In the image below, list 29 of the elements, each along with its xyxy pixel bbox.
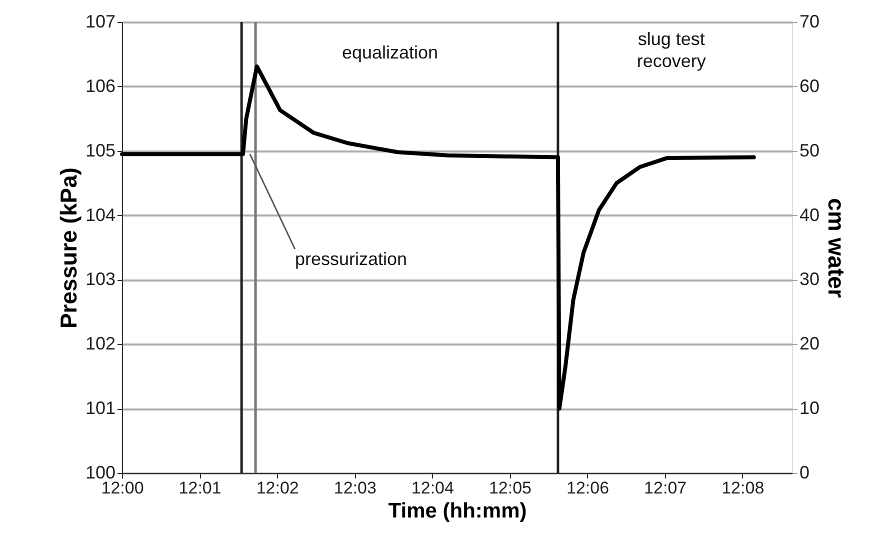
y2-tick-label: 70 (800, 12, 820, 32)
y-tick-label: 101 (85, 398, 116, 418)
x-tick-label: 12:01 (178, 478, 222, 498)
x-tick-label: 12:02 (256, 478, 299, 498)
y2-tick-label: 60 (800, 76, 820, 96)
y2-tick-label: 50 (800, 140, 820, 160)
y2-tick-label: 40 (800, 204, 820, 225)
y2-tick-label: 10 (800, 398, 820, 418)
x-tick-label: 12:07 (644, 478, 687, 498)
y-tick-label: 105 (85, 140, 116, 160)
annotation: pressurization (294, 249, 408, 270)
x-tick-label: 12:05 (488, 478, 532, 498)
y2-tick-label: 20 (800, 334, 820, 354)
x-tick-label: 12:08 (722, 478, 764, 498)
y-tick-label: 102 (85, 334, 116, 354)
x-tick-label: 12:04 (411, 478, 454, 498)
y2-axis-title: cm water (824, 198, 850, 298)
y-tick-label: 103 (85, 269, 116, 290)
y2-tick-label: 0 (800, 462, 810, 482)
x-tick-label: 12:06 (566, 478, 610, 498)
annotation: slug test recovery (636, 29, 706, 72)
y2-tick-label: 30 (800, 269, 820, 290)
y-tick-label: 104 (85, 204, 116, 225)
x-axis-title: Time (hh:mm) (388, 500, 527, 522)
y-tick-label: 106 (85, 76, 116, 96)
x-tick-label: 12:03 (334, 478, 376, 498)
annotation: equalization (342, 42, 438, 63)
y-tick-label: 107 (85, 12, 116, 32)
y-axis-title: Pressure (kPa) (55, 167, 82, 329)
